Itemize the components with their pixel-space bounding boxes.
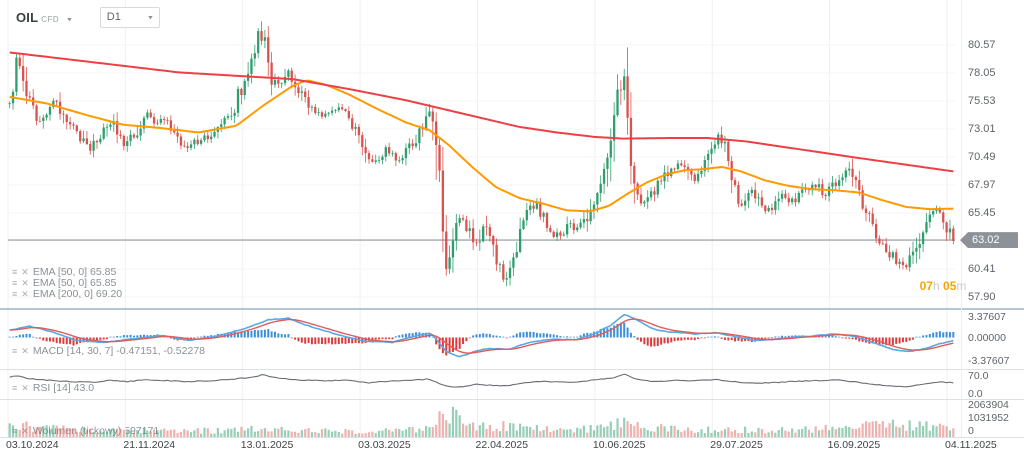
indicator-settings-icon[interactable]: ≡ <box>12 345 18 356</box>
rsi-axis-label: 0.0 <box>968 388 983 400</box>
indicator-settings-icon[interactable]: ≡ <box>12 382 18 393</box>
countdown-hours-unit: h <box>932 279 940 293</box>
indicator-remove-icon[interactable]: ✕ <box>21 277 29 288</box>
countdown-minutes-unit: m <box>956 279 967 293</box>
indicator-remove-icon[interactable]: ✕ <box>21 266 29 277</box>
rsi-axis-label: 70.0 <box>968 370 989 382</box>
date-tick-label: 21.11.2024 <box>123 439 176 451</box>
price-tick-label: 65.45 <box>968 207 996 220</box>
candle-countdown: 07h 05m <box>903 279 983 293</box>
volume-axis-label: 2063904 <box>968 399 1009 411</box>
macd-axis-label: 3.37607 <box>968 311 1006 323</box>
indicator-legend-ema-1: ≡ ✕ EMA [50, 0] 65.85 <box>12 265 117 278</box>
price-tick-label: 57.90 <box>968 290 996 303</box>
indicator-legend-ema-2: ≡ ✕ EMA [50, 0] 65.85 <box>12 276 117 289</box>
price-tick-label: 70.49 <box>968 151 996 164</box>
macd-axis-label: 0.00000 <box>968 331 1006 344</box>
indicator-settings-icon[interactable]: ≡ <box>12 425 18 436</box>
current-price-badge: 63.02 <box>960 232 1018 249</box>
date-tick-label: 16.09.2025 <box>827 439 881 451</box>
price-tick-label: 73.01 <box>968 123 996 136</box>
indicator-remove-icon[interactable]: ✕ <box>21 425 29 436</box>
indicator-settings-icon[interactable]: ≡ <box>12 266 18 277</box>
date-tick-label: 13.01.2025 <box>240 439 294 451</box>
price-tick-label: 60.41 <box>968 263 996 276</box>
volume-axis-label: 1031952 <box>968 411 1009 424</box>
indicator-label: EMA [50, 0] 65.85 <box>32 265 117 278</box>
date-tick-label: 03.03.2025 <box>358 439 411 451</box>
price-tick-label: 80.57 <box>968 39 996 51</box>
indicator-legend-rsi: ≡ ✕ RSI [14] 43.0 <box>12 381 95 394</box>
date-tick-label: 10.06.2025 <box>592 439 646 451</box>
price-tick-label: 67.97 <box>968 179 996 192</box>
indicator-legend-ema-3: ≡ ✕ EMA [200, 0] 69.20 <box>12 287 123 300</box>
indicator-label: RSI [14] 43.0 <box>32 381 95 394</box>
countdown-minutes: 05 <box>943 279 957 293</box>
indicator-remove-icon[interactable]: ✕ <box>21 382 29 393</box>
symbol-name: OIL <box>16 9 39 25</box>
chart-toolbar: OIL CFD ▾ D1 ▾ <box>0 5 160 29</box>
timeframe-selector[interactable]: D1 ▾ <box>99 6 160 28</box>
indicator-remove-icon[interactable]: ✕ <box>21 345 29 356</box>
date-tick-label: 04.11.2025 <box>945 439 997 451</box>
symbol-type-label: CFD <box>41 14 60 24</box>
symbol-selector[interactable]: OIL CFD ▾ <box>16 10 72 25</box>
countdown-hours: 07 <box>919 279 933 293</box>
indicator-remove-icon[interactable]: ✕ <box>21 288 29 299</box>
date-tick-label: 29.07.2025 <box>710 439 763 451</box>
price-tick-label: 75.53 <box>968 95 996 108</box>
indicator-label: MACD [14, 30, 7] -0.47151, -0.52278 <box>32 344 206 357</box>
indicator-legend-macd: ≡ ✕ MACD [14, 30, 7] -0.47151, -0.52278 <box>12 344 206 357</box>
price-tick-label: 78.05 <box>968 67 996 79</box>
indicator-label: EMA [50, 0] 65.85 <box>32 276 117 289</box>
chevron-down-icon: ▾ <box>148 12 153 21</box>
chevron-down-icon: ▾ <box>67 14 72 23</box>
macd-axis-label: -3.37607 <box>968 354 1010 367</box>
indicator-settings-icon[interactable]: ≡ <box>12 277 18 288</box>
indicator-settings-icon[interactable]: ≡ <box>12 288 18 299</box>
date-tick-label: 03.10.2024 <box>6 439 59 451</box>
volume-axis-label: 0 <box>968 425 974 437</box>
date-tick-label: 22.04.2025 <box>475 439 529 451</box>
indicator-label: EMA [200, 0] 69.20 <box>32 287 123 300</box>
timeframe-value: D1 <box>106 11 121 23</box>
